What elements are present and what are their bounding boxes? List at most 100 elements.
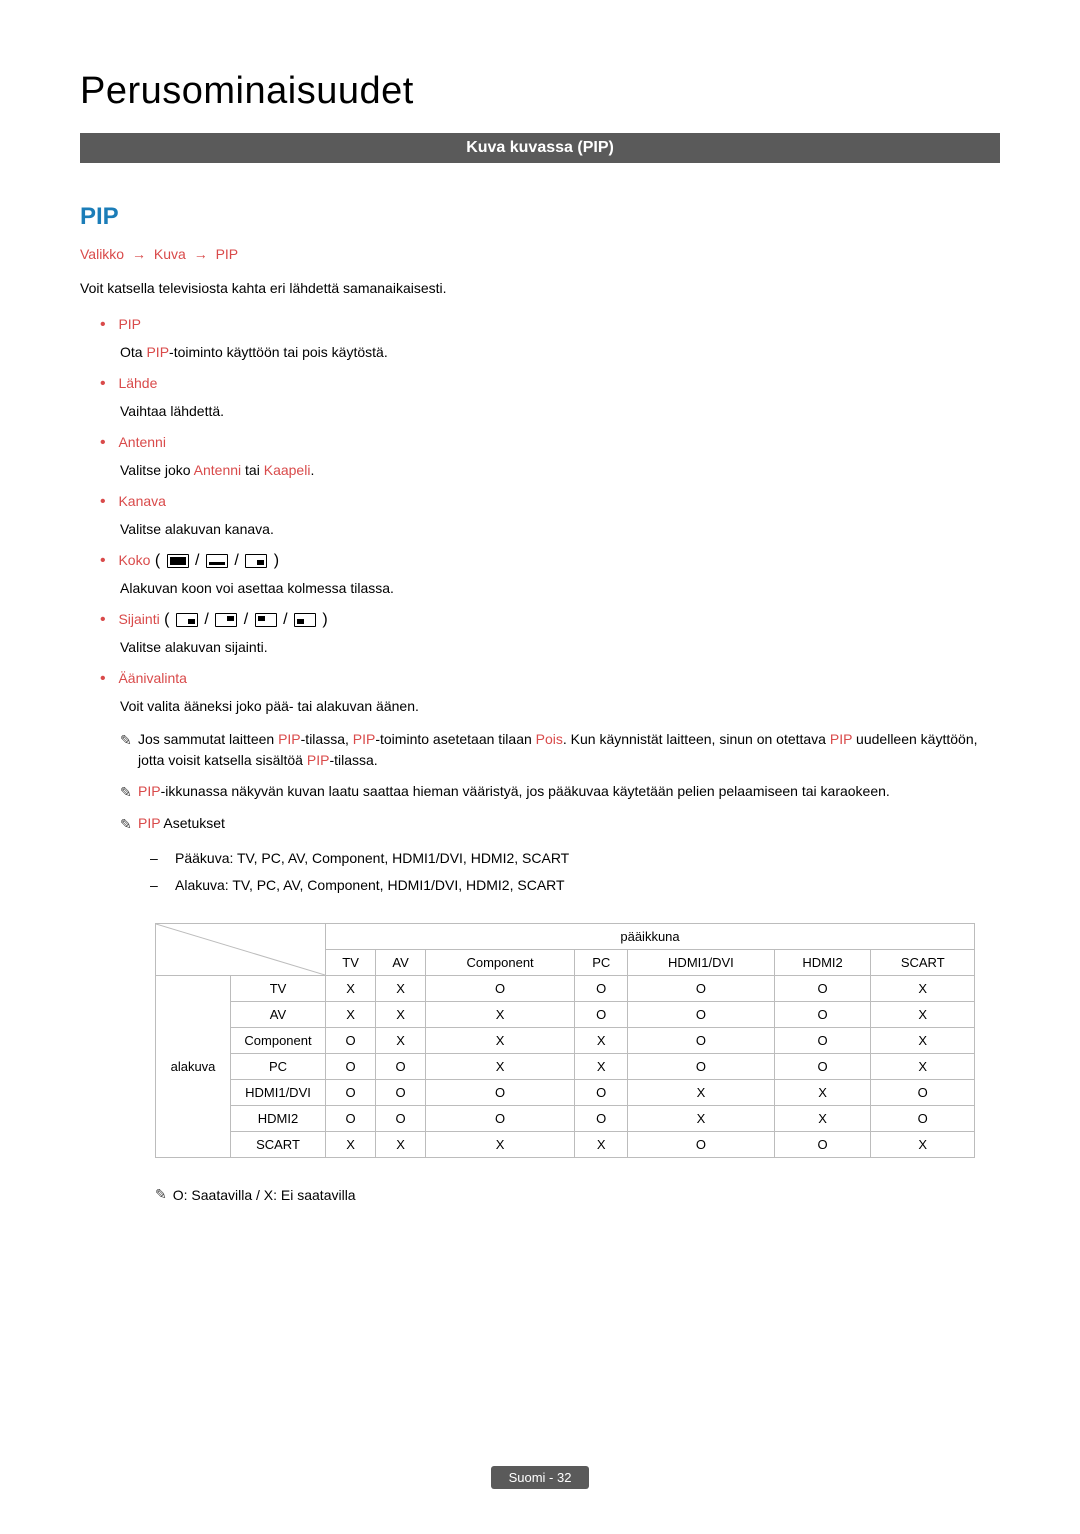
table-cell: O [326, 1028, 376, 1054]
table-cell: X [376, 1132, 426, 1158]
table-cell: O [628, 976, 774, 1002]
table-cell: O [628, 1054, 774, 1080]
bullet-icon: • [100, 493, 114, 511]
table-cell: X [376, 976, 426, 1002]
breadcrumb-a: Valikko [80, 246, 124, 262]
table-cell: X [628, 1106, 774, 1132]
option-kanava-desc: Valitse alakuvan kanava. [100, 519, 1000, 540]
footer: Suomi - 32 [0, 1466, 1080, 1489]
note-icon: ✎ [120, 782, 138, 803]
diag-cell [156, 924, 326, 976]
col-header: PC [575, 950, 628, 976]
table-cell: X [774, 1106, 871, 1132]
sublist-1: Pääkuva: TV, PC, AV, Component, HDMI1/DV… [175, 850, 569, 866]
table-cell: X [326, 1002, 376, 1028]
table-cell: X [425, 1132, 574, 1158]
row-header: HDMI2 [231, 1106, 326, 1132]
position-icons: ( / / / ) [164, 611, 328, 628]
option-koko-desc: Alakuvan koon voi asettaa kolmessa tilas… [100, 578, 1000, 599]
breadcrumb-b: Kuva [154, 246, 186, 262]
table-cell: X [575, 1054, 628, 1080]
size-icon-small [245, 554, 267, 568]
table-cell: O [326, 1080, 376, 1106]
table-cell: O [376, 1106, 426, 1132]
table-cell: O [774, 1002, 871, 1028]
col-header: HDMI1/DVI [628, 950, 774, 976]
pos-icon-tl [255, 613, 277, 627]
side-header: alakuva [156, 976, 231, 1158]
legend: ✎ O: Saatavilla / X: Ei saatavilla [155, 1186, 1000, 1203]
table-cell: X [425, 1028, 574, 1054]
size-icons: ( / / ) [155, 552, 279, 569]
sublist: –Pääkuva: TV, PC, AV, Component, HDMI1/D… [150, 845, 1000, 898]
table-cell: O [326, 1106, 376, 1132]
table-cell: O [326, 1054, 376, 1080]
row-header: PC [231, 1054, 326, 1080]
note-icon: ✎ [155, 1186, 167, 1203]
table-cell: X [425, 1002, 574, 1028]
table-cell: O [575, 1106, 628, 1132]
option-lahde-desc: Vaihtaa lähdettä. [100, 401, 1000, 422]
breadcrumb: Valikko → Kuva → PIP [80, 246, 1000, 262]
table-cell: O [774, 1028, 871, 1054]
table-cell: O [425, 976, 574, 1002]
table-cell: O [425, 1106, 574, 1132]
note-1: Jos sammutat laitteen PIP-tilassa, PIP-t… [138, 729, 1000, 771]
table-cell: X [376, 1028, 426, 1054]
table-cell: X [425, 1054, 574, 1080]
bullet-icon: • [100, 375, 114, 393]
section-bar: Kuva kuvassa (PIP) [80, 133, 1000, 163]
bullet-icon: • [100, 670, 114, 688]
col-header: AV [376, 950, 426, 976]
table-cell: O [774, 976, 871, 1002]
pos-icon-tr [215, 613, 237, 627]
table-cell: X [871, 1054, 975, 1080]
arrow-icon: → [132, 246, 146, 262]
row-header: TV [231, 976, 326, 1002]
table-cell: O [575, 1002, 628, 1028]
table-cell: X [871, 1002, 975, 1028]
table-cell: O [575, 1080, 628, 1106]
row-header: HDMI1/DVI [231, 1080, 326, 1106]
row-header: AV [231, 1002, 326, 1028]
option-aani: Äänivalinta [118, 670, 187, 686]
option-sijainti-desc: Valitse alakuvan sijainti. [100, 637, 1000, 658]
table-cell: O [628, 1028, 774, 1054]
table-cell: O [425, 1080, 574, 1106]
table-cell: O [628, 1132, 774, 1158]
page-title: Perusominaisuudet [80, 70, 1000, 113]
footer-page: Suomi - 32 [491, 1466, 590, 1489]
compat-table: pääikkuna TVAVComponentPCHDMI1/DVIHDMI2S… [155, 923, 975, 1158]
bullet-icon: • [100, 434, 114, 452]
note-3: PIP Asetukset [138, 813, 1000, 834]
col-header: Component [425, 950, 574, 976]
table-cell: O [871, 1080, 975, 1106]
pos-icon-br [176, 613, 198, 627]
heading-pip: PIP [80, 203, 1000, 231]
option-antenni: Antenni [118, 434, 165, 450]
option-lahde: Lähde [118, 375, 157, 391]
size-icon-half [206, 554, 228, 568]
option-antenni-desc: Valitse joko Antenni tai Kaapeli. [100, 460, 1000, 481]
option-koko: Koko [118, 552, 150, 568]
arrow-icon: → [194, 246, 208, 262]
table-cell: O [376, 1080, 426, 1106]
col-header: HDMI2 [774, 950, 871, 976]
row-header: SCART [231, 1132, 326, 1158]
table-cell: O [774, 1132, 871, 1158]
table-cell: O [871, 1106, 975, 1132]
top-header: pääikkuna [326, 924, 975, 950]
option-kanava: Kanava [118, 493, 165, 509]
option-aani-desc: Voit valita ääneksi joko pää- tai alakuv… [100, 696, 1000, 717]
bullet-icon: • [100, 611, 114, 629]
col-header: SCART [871, 950, 975, 976]
table-cell: O [628, 1002, 774, 1028]
table-cell: X [774, 1080, 871, 1106]
breadcrumb-c: PIP [216, 246, 239, 262]
table-cell: X [871, 1028, 975, 1054]
table-cell: O [774, 1054, 871, 1080]
row-header: Component [231, 1028, 326, 1054]
option-sijainti: Sijainti [118, 611, 159, 627]
option-pip-desc: Ota PIP-toiminto käyttöön tai pois käytö… [100, 342, 1000, 363]
table-cell: O [376, 1054, 426, 1080]
